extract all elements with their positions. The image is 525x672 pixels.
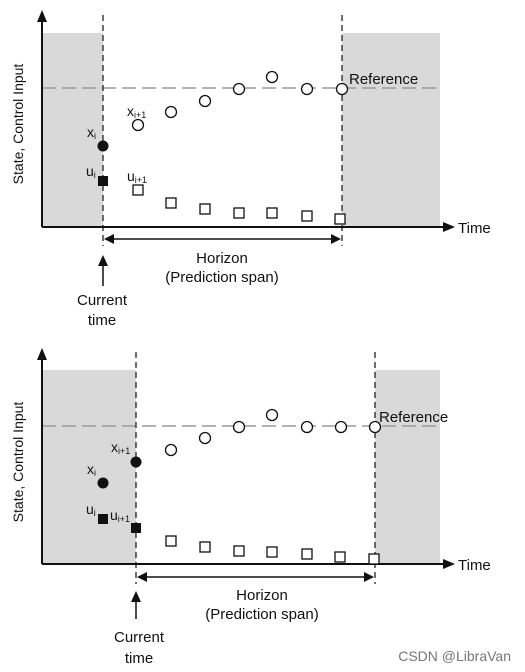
- x-axis-arrowhead-icon: [443, 222, 455, 232]
- reference-label: Reference: [379, 409, 448, 426]
- current-state-point: [97, 140, 109, 152]
- current-time-label: Current: [114, 629, 165, 646]
- predicted-state-point: [232, 82, 246, 96]
- state-xi-label: xi: [87, 461, 96, 478]
- y-axis-arrowhead-icon: [37, 348, 47, 360]
- panel-top: State, Control Input Time Reference Hori…: [10, 10, 491, 329]
- predicted-input-point: [368, 553, 380, 565]
- predicted-state-point: [300, 420, 314, 434]
- beyond-horizon-shaded-region: [342, 33, 440, 227]
- predicted-input-point: [334, 551, 346, 563]
- input-ui1-label: ui+1: [127, 168, 147, 185]
- predicted-state-point: [334, 420, 348, 434]
- y-axis-label: State, Control Input: [10, 64, 26, 185]
- past-shaded-region: [42, 33, 103, 227]
- horizon-right-arrowhead-icon: [364, 572, 374, 582]
- predicted-state-point: [131, 118, 145, 132]
- beyond-horizon-shaded-region: [375, 370, 440, 564]
- current-time-label: Current: [77, 292, 128, 309]
- predicted-input-point: [301, 210, 313, 222]
- predicted-state-point: [300, 82, 314, 96]
- predicted-state-point: [335, 82, 349, 96]
- current-time-arrowhead-icon: [131, 591, 141, 602]
- predicted-input-point: [165, 535, 177, 547]
- state-xi-label: xi: [87, 124, 96, 141]
- current-input-point: [98, 176, 108, 186]
- predicted-input-point: [301, 548, 313, 560]
- horizon-left-arrowhead-icon: [137, 572, 147, 582]
- x-axis-label: Time: [458, 557, 491, 574]
- past-shaded-region: [42, 370, 136, 564]
- x-axis-arrowhead-icon: [443, 559, 455, 569]
- predicted-input-point: [233, 207, 245, 219]
- state-xi1-label: xi+1: [127, 103, 146, 120]
- input-ui-label: ui: [86, 163, 96, 180]
- predicted-input-point: [266, 546, 278, 558]
- reference-label: Reference: [349, 71, 418, 88]
- predicted-state-point: [164, 443, 178, 457]
- horizon-left-arrowhead-icon: [104, 234, 114, 244]
- past-state-point: [97, 477, 109, 489]
- predicted-state-point: [164, 105, 178, 119]
- predicted-state-point: [198, 431, 212, 445]
- predicted-input-point: [132, 184, 144, 196]
- horizon-label: Horizon: [196, 250, 248, 267]
- current-state-point: [130, 456, 142, 468]
- horizon-right-arrowhead-icon: [331, 234, 341, 244]
- predicted-state-point: [232, 420, 246, 434]
- predicted-state-point: [265, 408, 279, 422]
- predicted-input-point: [266, 207, 278, 219]
- predicted-state-point: [198, 94, 212, 108]
- horizon-sublabel: (Prediction span): [205, 606, 318, 623]
- predicted-input-point: [165, 197, 177, 209]
- predicted-state-point: [368, 420, 382, 434]
- predicted-input-point: [334, 213, 346, 225]
- y-axis-label: State, Control Input: [10, 402, 26, 523]
- predicted-input-point: [199, 203, 211, 215]
- current-time-arrowhead-icon: [98, 255, 108, 266]
- input-ui1-label: ui+1: [110, 507, 130, 524]
- predicted-state-point: [265, 70, 279, 84]
- current-time-sublabel: time: [88, 312, 116, 329]
- input-ui-label: ui: [86, 501, 96, 518]
- horizon-sublabel: (Prediction span): [165, 269, 278, 286]
- watermark: CSDN @LibraVan: [398, 648, 511, 664]
- panel-bottom: State, Control Input Time Reference Hori…: [10, 348, 491, 667]
- y-axis-arrowhead-icon: [37, 10, 47, 22]
- past-input-point: [98, 514, 108, 524]
- current-input-point: [131, 523, 141, 533]
- current-time-sublabel: time: [125, 650, 153, 667]
- horizon-label: Horizon: [236, 587, 288, 604]
- predicted-input-point: [199, 541, 211, 553]
- state-xi1-label: xi+1: [111, 439, 130, 456]
- predicted-input-point: [233, 545, 245, 557]
- x-axis-label: Time: [458, 220, 491, 237]
